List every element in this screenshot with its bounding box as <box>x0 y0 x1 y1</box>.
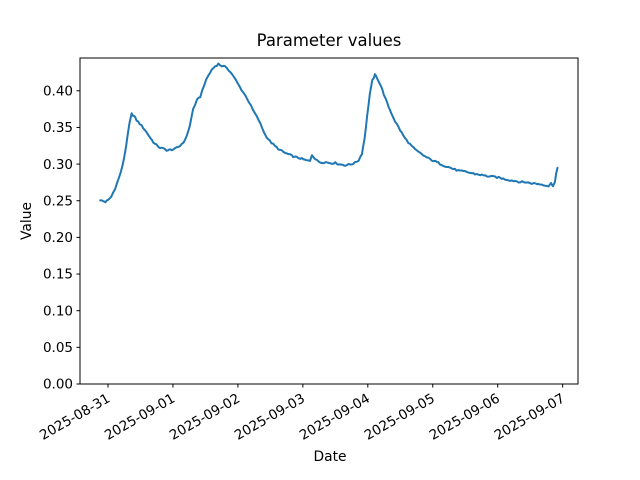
y-tick-label: 0.05 <box>43 340 73 356</box>
y-tick-label: 0.30 <box>43 157 73 173</box>
x-tick-label: 2025-09-05 <box>362 391 438 444</box>
x-tick-label: 2025-09-01 <box>102 391 178 444</box>
x-axis-label: Date <box>313 449 347 465</box>
y-tick-label: 0.10 <box>43 303 73 319</box>
data-series-line <box>99 62 559 204</box>
x-tick-label: 2025-09-06 <box>427 391 503 444</box>
y-tick-label: 0.40 <box>43 83 73 99</box>
y-tick-label: 0.35 <box>43 120 73 136</box>
y-tick-label: 0.20 <box>43 230 73 246</box>
x-tick-label: 2025-09-02 <box>167 391 243 444</box>
plot-border <box>79 57 579 385</box>
y-tick-label: 0.15 <box>43 267 73 283</box>
y-tick-label: 0.00 <box>43 377 73 393</box>
x-tick-label: 2025-09-03 <box>232 391 308 444</box>
x-tick-label: 2025-09-04 <box>297 391 373 444</box>
chart-title: Parameter values <box>256 31 402 50</box>
y-tick-label: 0.25 <box>43 193 73 209</box>
x-tick-label: 2025-08-31 <box>37 391 113 444</box>
x-tick-label: 2025-09-07 <box>492 391 568 444</box>
